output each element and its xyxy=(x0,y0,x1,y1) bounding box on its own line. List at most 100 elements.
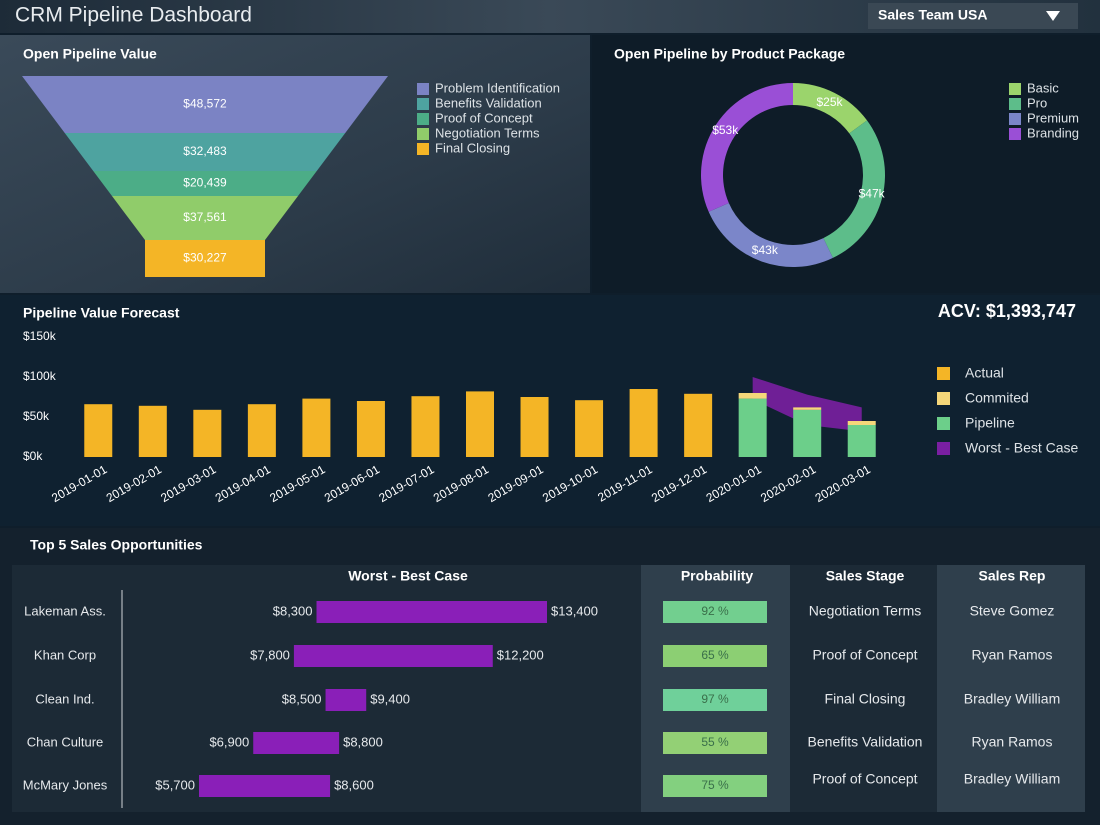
probability-box xyxy=(663,689,767,711)
range-bar xyxy=(325,689,367,711)
best-label: $8,600 xyxy=(334,777,374,792)
funnel-segment xyxy=(93,171,317,196)
donut-segment xyxy=(701,83,793,212)
sales-stage: Negotiation Terms xyxy=(809,603,922,619)
bar-segment xyxy=(411,396,440,457)
legend-swatch xyxy=(937,417,950,430)
sales-rep: Bradley William xyxy=(964,691,1060,707)
legend-label: Benefits Validation xyxy=(435,95,542,110)
legend-swatch xyxy=(1009,128,1021,140)
funnel-label: $20,439 xyxy=(183,176,227,190)
legend-label: Basic xyxy=(1027,80,1059,95)
dropdown-arrow[interactable] xyxy=(1046,11,1060,21)
legend-swatch xyxy=(417,83,429,95)
bar-segment xyxy=(738,393,767,399)
forecast-title: Pipeline Value Forecast xyxy=(23,305,180,321)
worst-label: $6,900 xyxy=(209,734,249,749)
bar-segment xyxy=(847,425,876,457)
dropdown-box[interactable] xyxy=(868,3,1078,29)
legend-label: Pipeline xyxy=(965,415,1015,431)
row-name: McMary Jones xyxy=(23,777,108,792)
sales-stage: Final Closing xyxy=(825,691,906,707)
bar-segment xyxy=(466,391,494,457)
legend-label: Pro xyxy=(1027,95,1047,110)
legend-swatch xyxy=(937,392,950,405)
legend-label: Branding xyxy=(1027,125,1079,140)
legend-swatch xyxy=(417,128,429,140)
bar-segment xyxy=(356,401,385,457)
donut-segment xyxy=(793,83,868,134)
legend-swatch xyxy=(937,367,950,380)
worst-label: $5,700 xyxy=(155,777,195,792)
donut-segment xyxy=(823,120,885,258)
donut-panel xyxy=(592,35,1100,293)
worst-label: $7,800 xyxy=(250,647,290,662)
bar-segment xyxy=(793,409,822,457)
funnel-segment xyxy=(145,240,265,277)
probability-label: 75 % xyxy=(701,778,729,792)
donut-label: $47k xyxy=(859,187,886,201)
donut-label: $25k xyxy=(816,95,843,109)
dropdown-label[interactable]: Sales Team USA xyxy=(878,7,987,23)
probability-label: 92 % xyxy=(701,604,729,618)
y-tick-label: $50k xyxy=(23,409,50,423)
sales-stage: Benefits Validation xyxy=(808,734,923,750)
y-tick-label: $0k xyxy=(23,449,43,463)
probability-box xyxy=(663,601,767,623)
legend-swatch xyxy=(1009,98,1021,110)
probability-box xyxy=(663,732,767,754)
row-name: Clean Ind. xyxy=(35,691,94,706)
bar-segment xyxy=(193,409,222,457)
worst-label: $8,300 xyxy=(273,603,313,618)
donut-label: $53k xyxy=(712,123,739,137)
y-tick-label: $150k xyxy=(23,329,57,343)
legend-label: Problem Identification xyxy=(435,80,560,95)
legend-swatch xyxy=(1009,83,1021,95)
legend-swatch xyxy=(417,113,429,125)
bar-segment xyxy=(302,398,331,457)
dashboard-title: CRM Pipeline Dashboard xyxy=(15,4,252,27)
legend-swatch xyxy=(937,442,950,455)
rep-column xyxy=(937,565,1085,812)
funnel-label: $30,227 xyxy=(183,251,227,265)
row-name: Lakeman Ass. xyxy=(24,603,106,618)
y-tick-label: $100k xyxy=(23,369,57,383)
column-header: Sales Rep xyxy=(979,568,1046,584)
range-bar xyxy=(293,645,493,667)
worst-label: $8,500 xyxy=(282,691,322,706)
legend-label: Actual xyxy=(965,365,1004,381)
donut-label: $43k xyxy=(752,243,779,257)
probability-label: 97 % xyxy=(701,692,729,706)
legend-label: Final Closing xyxy=(435,140,510,155)
bar-segment xyxy=(520,397,549,457)
team-dropdown[interactable]: Sales Team USA xyxy=(868,3,1078,29)
funnel-label: $48,572 xyxy=(183,97,227,111)
bar-segment xyxy=(684,393,713,457)
funnel-title: Open Pipeline Value xyxy=(23,46,157,62)
column-header: Sales Stage xyxy=(826,568,905,584)
probability-box xyxy=(663,775,767,797)
funnel-segment xyxy=(112,196,298,240)
funnel-segment xyxy=(22,76,388,133)
legend-label: Proof of Concept xyxy=(435,110,533,125)
sales-rep: Ryan Ramos xyxy=(972,647,1053,663)
sales-stage: Proof of Concept xyxy=(812,771,917,787)
legend-label: Negotiation Terms xyxy=(435,125,540,140)
opportunities-title: Top 5 Sales Opportunities xyxy=(30,537,203,553)
bar-segment xyxy=(847,421,876,425)
sales-stage: Proof of Concept xyxy=(812,647,917,663)
range-bar xyxy=(199,775,331,797)
donut-segment xyxy=(708,202,833,267)
best-label: $12,200 xyxy=(497,647,544,662)
legend-label: Premium xyxy=(1027,110,1079,125)
column-header: Probability xyxy=(681,568,754,584)
bar-segment xyxy=(575,400,604,457)
donut-title: Open Pipeline by Product Package xyxy=(614,46,845,62)
legend-swatch xyxy=(1009,113,1021,125)
best-label: $13,400 xyxy=(551,603,598,618)
probability-label: 65 % xyxy=(701,648,729,662)
legend-label: Worst - Best Case xyxy=(965,440,1079,456)
row-name: Chan Culture xyxy=(27,734,104,749)
